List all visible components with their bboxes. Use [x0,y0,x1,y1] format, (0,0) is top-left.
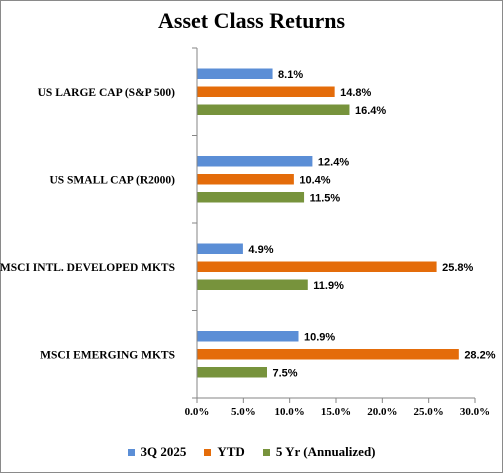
data-label: 7.5% [273,367,298,379]
data-label: 11.9% [313,280,344,292]
legend-swatch [127,448,135,456]
data-label: 10.4% [299,174,330,186]
x-tick-label: 0.0% [185,406,210,418]
data-label: 11.5% [310,192,341,204]
data-label: 25.8% [442,262,473,274]
category-label: MSCI EMERGING MKTS [40,349,175,361]
legend-item: YTD [204,444,245,460]
data-label: 10.9% [304,331,335,343]
bar [197,174,294,185]
bar [197,192,305,203]
bar [197,68,273,79]
bar [197,86,335,97]
chart-title: Asset Class Returns [158,8,345,33]
category-label: MSCI INTL. DEVELOPED MKTS [0,262,175,274]
legend-label: YTD [217,444,245,459]
bar [197,156,313,167]
x-tick-label: 15.0% [321,406,351,418]
bar [197,243,243,254]
legend-swatch [204,448,212,456]
data-label: 14.8% [340,87,371,99]
x-tick-label: 30.0% [460,406,490,418]
x-tick-label: 20.0% [367,406,397,418]
legend-label: 5 Yr (Annualized) [275,444,376,459]
bar [197,367,267,378]
legend-item: 3Q 2025 [127,444,187,460]
data-label: 16.4% [355,105,386,117]
legend-swatch [262,448,270,456]
category-label: US LARGE CAP (S&P 500) [38,87,176,99]
category-label: US SMALL CAP (R2000) [49,174,175,186]
legend-label: 3Q 2025 [140,444,187,459]
bar [197,261,437,272]
bar [197,349,459,360]
legend-item: 5 Yr (Annualized) [262,444,376,460]
data-label: 4.9% [248,244,273,256]
bar [197,331,299,342]
bar [197,104,350,115]
x-tick-label: 25.0% [414,406,444,418]
x-tick-label: 10.0% [275,406,305,418]
x-tick-label: 5.0% [231,406,256,418]
data-label: 12.4% [318,156,349,168]
data-label: 8.1% [278,69,303,81]
bar [197,279,308,290]
bar-chart: 0.0% 5.0% 10.0% 15.0% 20.0% 25.0% 30.0% US LARG… [0,47,496,418]
chart-legend: 3Q 2025 YTD 5 Yr (Annualized) [0,444,503,460]
data-label: 28.2% [464,349,495,361]
